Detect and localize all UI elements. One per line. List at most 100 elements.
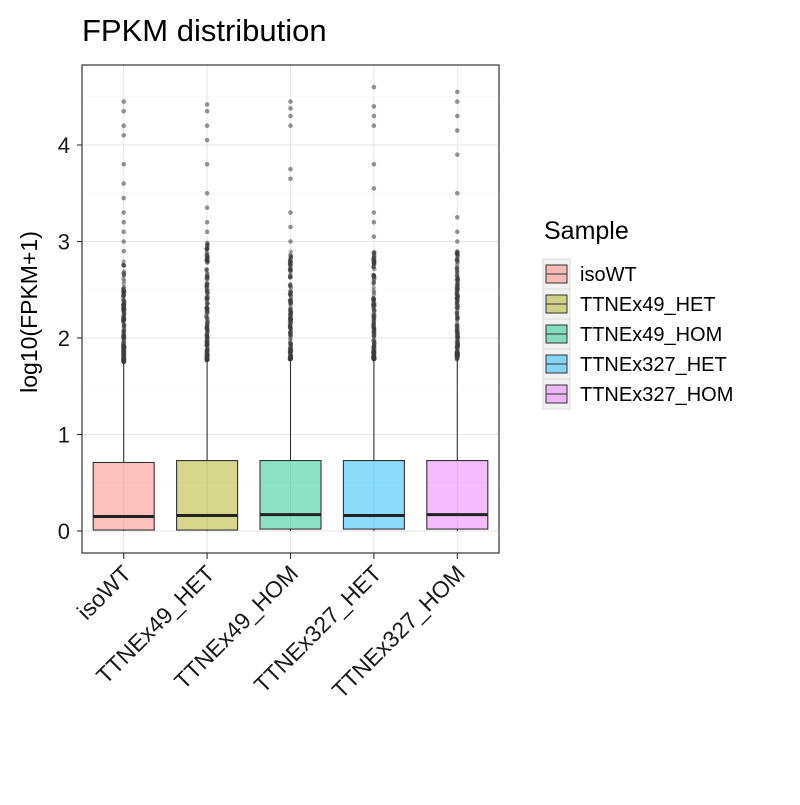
outlier-point <box>287 341 293 346</box>
outlier-point <box>288 323 293 328</box>
outlier-point <box>288 353 294 358</box>
outlier-point <box>454 266 459 272</box>
outlier-point <box>455 353 460 359</box>
outlier-point <box>371 314 376 320</box>
outlier-point <box>455 343 461 349</box>
outlier-point <box>287 356 293 362</box>
outlier-point <box>204 301 210 307</box>
outlier-point <box>287 258 293 264</box>
outlier-point <box>205 271 210 276</box>
outlier-point <box>288 311 293 316</box>
outlier-point <box>288 356 294 361</box>
outlier-point <box>288 354 293 359</box>
outlier-point <box>204 356 209 361</box>
outlier-point <box>205 350 210 356</box>
outlier-point <box>205 318 210 324</box>
outlier-point <box>455 281 460 286</box>
outlier-point <box>371 113 377 119</box>
outlier-point <box>204 246 210 252</box>
outlier-point <box>371 356 377 362</box>
outlier-point <box>121 302 127 307</box>
outlier-point <box>288 301 294 306</box>
outlier-point <box>454 284 460 290</box>
outlier-point <box>204 305 210 311</box>
outlier-point <box>371 104 377 109</box>
outlier-point <box>288 304 293 309</box>
outlier-point <box>455 323 460 328</box>
outlier-point <box>455 351 460 356</box>
outlier-point <box>121 340 126 345</box>
outlier-point <box>121 359 126 364</box>
outlier-point <box>205 242 210 248</box>
outlier-point <box>121 293 126 299</box>
outlier-point <box>121 352 126 358</box>
outlier-point <box>454 349 460 354</box>
outlier-point <box>205 353 210 358</box>
outlier-point <box>204 339 210 344</box>
outlier-point <box>120 293 126 298</box>
outlier-point <box>372 303 377 308</box>
outlier-point <box>287 350 293 355</box>
outlier-point <box>455 278 461 283</box>
outlier-point <box>454 249 460 254</box>
outlier-point <box>371 277 376 283</box>
outlier-point <box>121 316 126 321</box>
outlier-point <box>371 351 377 356</box>
outlier-point <box>204 246 209 251</box>
outlier-point <box>288 328 293 334</box>
outlier-point <box>288 301 293 306</box>
outlier-point <box>121 301 127 307</box>
outlier-point <box>121 316 126 322</box>
outlier-point <box>204 337 209 343</box>
outlier-point <box>455 289 460 295</box>
outlier-point <box>121 346 126 351</box>
outlier-point <box>454 297 460 302</box>
outlier-point <box>121 348 127 354</box>
outlier-point <box>371 296 377 302</box>
outlier-point <box>372 255 377 261</box>
outlier-point <box>122 298 127 304</box>
legend-label: TTNEx49_HOM <box>580 324 722 346</box>
outlier-point <box>288 353 294 359</box>
legend: Sample isoWT TTNEx49_HET TTNEx49_HOM TTNEx3… <box>542 217 733 410</box>
outlier-point <box>288 357 293 362</box>
outlier-point <box>455 303 460 308</box>
outlier-point <box>371 345 376 351</box>
outlier-point <box>372 260 377 265</box>
outlier-point <box>288 343 294 348</box>
outlier-point <box>121 354 126 360</box>
outlier-point <box>288 334 293 339</box>
outlier-point <box>121 310 127 315</box>
outlier-point <box>204 246 210 252</box>
outlier-point <box>371 338 376 343</box>
outlier-point <box>288 99 293 104</box>
outlier-point <box>454 306 460 311</box>
outlier-point <box>204 328 210 333</box>
outlier-point <box>121 356 126 361</box>
outlier-point <box>455 306 461 311</box>
outlier-point <box>455 215 460 220</box>
outlier-point <box>455 249 460 255</box>
outlier-point <box>121 355 127 361</box>
outlier-point <box>371 297 376 302</box>
outlier-point <box>288 259 294 265</box>
outlier-point <box>288 346 294 352</box>
outlier-point <box>288 349 293 354</box>
outlier-point <box>204 325 209 330</box>
outlier-point <box>454 352 459 357</box>
outlier-point <box>288 353 294 359</box>
box-plots <box>92 84 489 531</box>
outlier-point <box>121 273 127 278</box>
outlier-point <box>372 312 377 317</box>
outlier-point <box>204 268 209 273</box>
outlier-point <box>371 321 376 326</box>
outlier-point <box>204 295 209 300</box>
outlier-point <box>204 246 210 251</box>
outlier-point <box>372 333 377 338</box>
outlier-point <box>288 309 294 314</box>
outlier-point <box>288 307 293 313</box>
outlier-point <box>205 300 210 306</box>
outlier-point <box>454 305 460 310</box>
outlier-point <box>205 257 210 263</box>
outlier-point <box>455 128 460 133</box>
